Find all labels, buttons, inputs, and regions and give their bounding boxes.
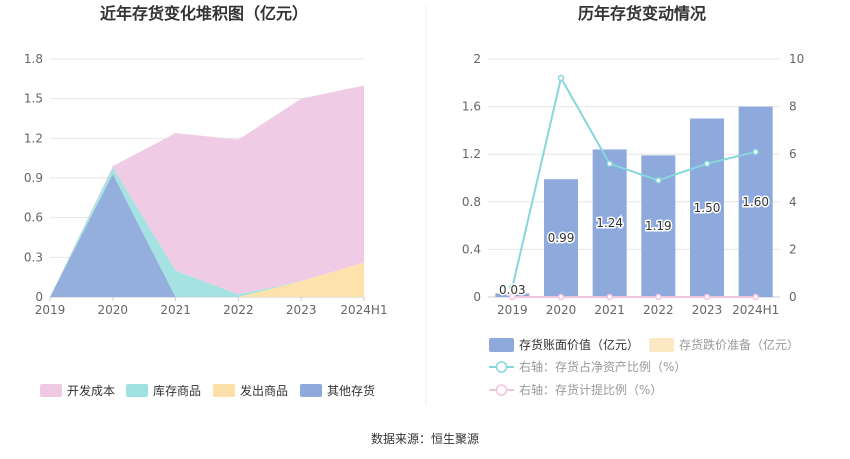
line-inventory-ratio (511, 75, 756, 288)
right-bars (495, 106, 773, 297)
legend-swatch-其他存货 (300, 384, 322, 397)
line-provision-point (655, 293, 662, 301)
right-chart: 历年存货变动情况 0.030.991.24 1.191.50 1.60 00.40.… (462, 4, 804, 397)
right-x-tick-label: 2019 (497, 303, 528, 317)
source-text: 数据来源：恒生聚源 (371, 431, 479, 446)
line-provision-point (752, 293, 759, 301)
legend-marker-provision (495, 384, 508, 396)
legend-label-其他存货: 其他存货 (327, 383, 375, 398)
legend-label-库存商品: 库存商品 (153, 383, 201, 398)
left-chart: 近年存货变化堆积图（亿元） 00.30.60.91.21.51.8 2019 20… (24, 4, 388, 398)
left-x-tick-label: 2022 (223, 303, 254, 317)
right-x-tick-label: 2023 (692, 303, 723, 317)
bar-2020 (544, 179, 578, 297)
legend-label-发出商品: 发出商品 (240, 383, 288, 398)
right-left-axis-tick: 0.4 (462, 242, 481, 256)
right-x-tick-label: 2020 (546, 303, 577, 317)
legend-label-provision: 存货跌价准备（亿元） (679, 337, 799, 352)
left-y-tick-label: 1.2 (24, 131, 43, 145)
bar-value-label: 0.03 (499, 283, 526, 297)
bar-value-label: 1.24 (596, 216, 623, 230)
right-bar-labels: 0.03 0.99 1.24 1.19 1.50 1.60 (497, 193, 770, 298)
area-其他存货 (50, 174, 364, 297)
right-left-axis-tick: 0.8 (462, 195, 481, 209)
right-left-axis-tick: 2 (473, 52, 481, 66)
left-areas (50, 85, 364, 297)
left-y-tick-label: 1.5 (24, 92, 43, 106)
line-provision-point (509, 293, 516, 301)
line-inventory-point (606, 160, 613, 167)
legend-swatch-发出商品 (213, 384, 235, 397)
line-inventory-point (703, 160, 711, 167)
right-right-axis-tick: 2 (789, 242, 797, 256)
line-provision-point (557, 293, 565, 301)
bar-value-label: 1.60 (742, 195, 769, 209)
right-left-axis-tick: 1.2 (462, 147, 481, 161)
legend-label-开发成本: 开发成本 (67, 383, 115, 398)
left-y-tick-label: 0.3 (24, 250, 43, 264)
right-left-axis-tick: 1.6 (462, 100, 481, 114)
right-x-tick-label: 2024H1 (732, 303, 779, 317)
right-right-axis-tick: 6 (789, 147, 797, 161)
bar-value-label: 1.19 (645, 219, 672, 233)
bar-2023 (690, 118, 724, 297)
left-legend: 开发成本 库存商品 发出商品 其他存货 (40, 383, 375, 398)
legend-swatch-provision (649, 338, 674, 352)
area-开发成本 (50, 85, 364, 297)
left-x-tick-label: 2024H1 (340, 303, 387, 317)
left-x-tick-label: 2023 (286, 303, 317, 317)
right-x-tick-label: 2021 (594, 303, 625, 317)
legend-swatch-开发成本 (40, 384, 62, 397)
left-y-tick-label: 0.9 (24, 171, 43, 185)
legend-swatch-库存商品 (126, 384, 148, 397)
right-x-ticks: 2019 2020 2021 2022 2023 2024H1 (497, 303, 779, 317)
left-y-ticks: 0 0.3 0.6 0.9 1.2 1.5 1.8 (24, 52, 43, 304)
legend-marker-inventory (495, 361, 508, 373)
left-x-tick-label: 2019 (35, 303, 66, 317)
left-y-tick-label: 0 (35, 290, 43, 304)
line-inventory-point (557, 74, 565, 82)
right-chart-title: 历年存货变动情况 (578, 4, 706, 23)
left-chart-title: 近年存货变化堆积图（亿元） (100, 4, 308, 23)
right-right-axis-tick: 8 (789, 100, 797, 114)
line-provision-point (606, 293, 613, 301)
left-y-tick-label: 0.6 (24, 211, 43, 225)
line-inventory-point (655, 177, 662, 184)
right-left-axis-tick: 0 (473, 290, 481, 304)
bar-2021 (592, 149, 627, 297)
left-y-tick-label: 1.8 (24, 52, 43, 66)
left-x-ticks: 2019 2020 2021 2022 2023 2024H1 (35, 297, 388, 317)
line-provision-point (703, 293, 711, 301)
right-y-ticks: 0 0.4 0.8 1.2 1.6 2 0 2 4 6 8 10 (462, 52, 804, 304)
right-right-axis-tick: 10 (789, 52, 804, 66)
left-x-tick-label: 2021 (160, 303, 191, 317)
bar-value-label: 0.99 (548, 231, 575, 245)
right-right-axis-tick: 4 (789, 195, 797, 209)
area-发出商品 (50, 174, 364, 297)
left-x-tick-label: 2020 (98, 303, 129, 317)
right-right-axis-tick: 0 (789, 290, 797, 304)
right-gridlines (488, 58, 780, 298)
right-lines (509, 74, 759, 301)
line-inventory-point (752, 148, 759, 156)
legend-label-bars: 存货账面价值（亿元） (519, 337, 639, 352)
right-legend: 存货账面价值（亿元） 存货跌价准备（亿元） 右轴：存货占净资产比例（%） 右轴：存货计… (489, 337, 799, 397)
legend-swatch-bars (489, 338, 514, 352)
line-inventory-point (509, 284, 516, 291)
right-x-tick-label: 2022 (643, 303, 674, 317)
legend-label-inventory-ratio: 右轴：存货占净资产比例（%） (519, 359, 686, 374)
area-库存商品 (50, 167, 364, 297)
bar-2024H1 (738, 106, 773, 297)
legend-label-provision-ratio: 右轴：存货计提比例（%） (519, 382, 662, 397)
bar-value-label: 1.50 (694, 201, 721, 215)
